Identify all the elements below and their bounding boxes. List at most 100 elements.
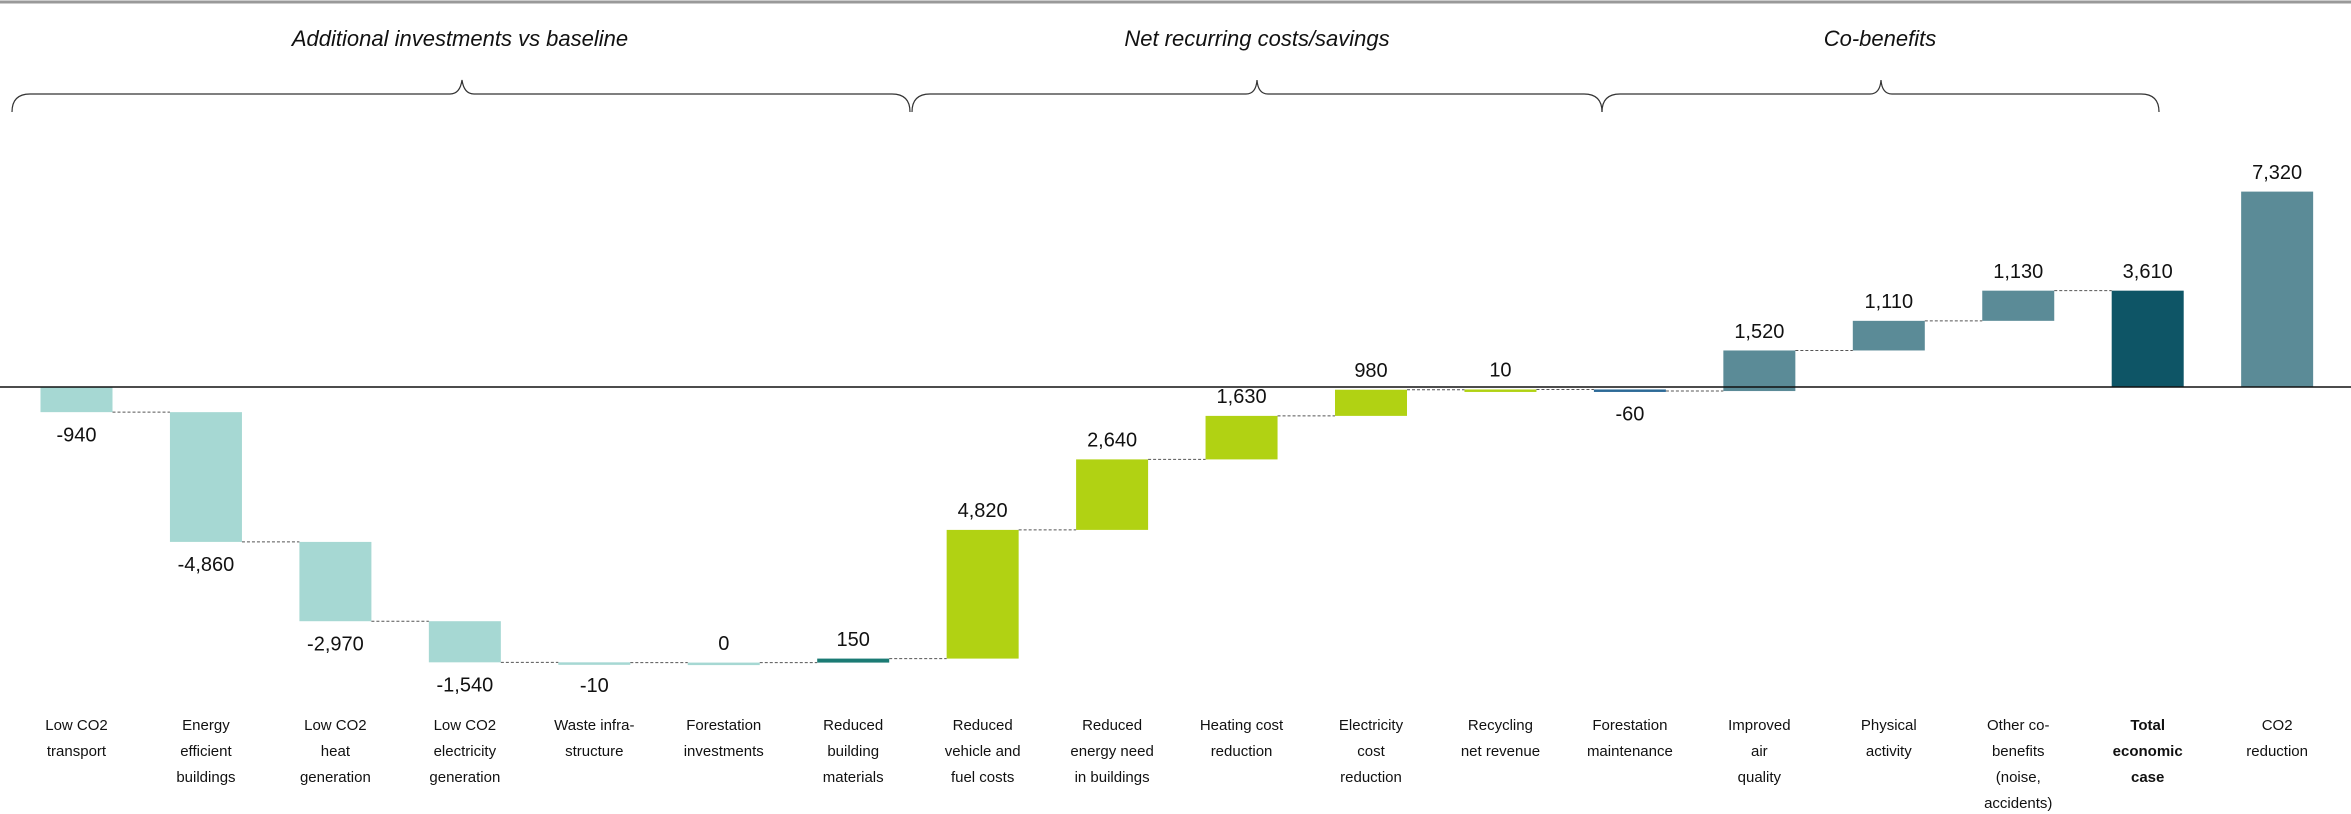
x-tick-label-line: buildings xyxy=(176,769,235,786)
x-tick-label: Low CO2 electricity generation xyxy=(429,717,500,786)
x-tick-label: Physical activity xyxy=(1861,717,1917,760)
x-tick-label: Waste infra-structure xyxy=(554,717,634,760)
x-tick-label-line: energy need xyxy=(1070,743,1153,760)
x-tick-label-line: building xyxy=(827,743,879,760)
value-label: -60 xyxy=(1615,403,1644,425)
x-tick-label-line: Improved xyxy=(1728,717,1791,734)
bar xyxy=(1205,415,1278,460)
value-label: 3,610 xyxy=(2123,261,2173,283)
x-tick-label-line: reduction xyxy=(1340,769,1402,786)
x-tick-label-line: heat xyxy=(321,743,351,760)
x-tick-label-line: fuel costs xyxy=(951,769,1014,786)
bar xyxy=(1335,389,1407,416)
x-tick-label-line: air xyxy=(1751,743,1768,760)
value-label: -2,970 xyxy=(307,633,364,655)
bar xyxy=(1852,320,1925,351)
x-tick-label-line: Low CO2 xyxy=(45,717,108,734)
x-tick-label-line: Energy xyxy=(182,717,230,734)
value-label: 4,820 xyxy=(958,500,1008,522)
x-tick-label-line: economic xyxy=(2113,743,2183,760)
value-label: -1,540 xyxy=(436,675,493,697)
x-tick-label-line: CO2 xyxy=(2262,717,2293,734)
value-label: 980 xyxy=(1354,360,1387,382)
bar xyxy=(1723,350,1796,392)
x-tick-label-line: (noise, xyxy=(1996,769,2041,786)
value-label: 10 xyxy=(1489,360,1511,382)
x-tick-label: Low CO2 heat generation xyxy=(300,717,371,786)
x-tick-label: CO2 reduction xyxy=(2246,717,2308,760)
x-tick-label-line: transport xyxy=(47,743,107,760)
value-label: 150 xyxy=(837,629,870,651)
x-tick-label: Reduced vehicle and fuel costs xyxy=(945,717,1021,786)
x-tick-label-line: vehicle and xyxy=(945,743,1021,760)
bar xyxy=(40,387,113,413)
group-title: Co-benefits xyxy=(1824,26,1937,51)
x-tick-label-line: efficient xyxy=(180,743,232,760)
x-tick-label-line: net revenue xyxy=(1461,743,1540,760)
x-tick-label: Forestation investments xyxy=(684,717,764,760)
x-tick-label-line: Reduced xyxy=(953,717,1013,734)
x-tick-label: Low CO2 transport xyxy=(45,717,108,760)
x-tick-label-line: Reduced xyxy=(823,717,883,734)
group-brace xyxy=(911,79,1603,113)
value-label: 1,110 xyxy=(1865,291,1914,313)
x-tick-label-line: Electricity xyxy=(1339,717,1404,734)
value-label: -940 xyxy=(56,424,96,446)
x-tick-label: Improved air quality xyxy=(1728,717,1791,786)
x-tick-label-line: materials xyxy=(823,769,884,786)
value-label: 7,320 xyxy=(2252,162,2302,184)
x-tick-label-line: generation xyxy=(300,769,371,786)
bar xyxy=(169,412,242,542)
x-tick-label-line: maintenance xyxy=(1587,743,1673,760)
bar xyxy=(428,621,501,663)
bar xyxy=(299,541,372,622)
x-tick-label: Energy efficient buildings xyxy=(176,717,235,786)
group-title: Net recurring costs/savings xyxy=(1124,26,1389,51)
x-tick-label-line: Forestation xyxy=(1592,717,1667,734)
x-tick-label: Reduced energy need in buildings xyxy=(1070,717,1153,786)
bar xyxy=(2111,290,2184,388)
group-brace xyxy=(11,79,911,113)
x-tick-label-line: reduction xyxy=(2246,743,2308,760)
group-brace xyxy=(1601,79,2160,113)
x-tick-label: Other co-benefits (noise, accidents) xyxy=(1984,717,2052,812)
x-tick-label-line: Total xyxy=(2130,717,2165,734)
bar xyxy=(946,529,1019,659)
x-tick-label: Forestation maintenance xyxy=(1587,717,1673,760)
bar xyxy=(817,658,890,663)
x-tick-label-line: accidents) xyxy=(1984,795,2052,812)
bar xyxy=(2241,191,2314,388)
x-tick-label-line: structure xyxy=(565,743,623,760)
x-tick-label-line: Forestation xyxy=(686,717,761,734)
x-tick-label-line: Heating cost xyxy=(1200,717,1284,734)
bar xyxy=(558,662,631,665)
value-label: 2,640 xyxy=(1087,430,1137,452)
x-tick-label-line: Physical xyxy=(1861,717,1917,734)
value-label: 1,520 xyxy=(1734,321,1784,343)
bar xyxy=(1982,290,2055,321)
x-tick-label: Reduced building materials xyxy=(823,717,884,786)
x-tick-label-line: Waste infra- xyxy=(554,717,634,734)
value-label: 1,630 xyxy=(1217,386,1267,408)
x-tick-label-line: Low CO2 xyxy=(304,717,367,734)
x-tick-label-line: Other co- xyxy=(1987,717,2050,734)
x-tick-label: Heating cost reduction xyxy=(1200,717,1284,760)
x-tick-label-line: cost xyxy=(1357,743,1385,760)
value-label: 0 xyxy=(718,633,729,655)
bar xyxy=(1593,389,1666,392)
value-label: 1,130 xyxy=(1993,261,2043,283)
x-tick-label-line: reduction xyxy=(1211,743,1273,760)
bar xyxy=(687,662,760,666)
x-tick-label-line: Low CO2 xyxy=(434,717,497,734)
x-tick-label-line: Reduced xyxy=(1082,717,1142,734)
x-tick-label-line: in buildings xyxy=(1075,769,1150,786)
x-tick-label-line: Recycling xyxy=(1468,717,1533,734)
value-label: -4,860 xyxy=(178,554,235,576)
x-tick-label: Recycling net revenue xyxy=(1461,717,1540,760)
x-tick-label-line: activity xyxy=(1866,743,1912,760)
x-tick-label-line: investments xyxy=(684,743,764,760)
x-tick-label: Electricity cost reduction xyxy=(1339,717,1404,786)
value-label: -10 xyxy=(580,675,609,697)
x-tick-label-line: quality xyxy=(1738,769,1782,786)
